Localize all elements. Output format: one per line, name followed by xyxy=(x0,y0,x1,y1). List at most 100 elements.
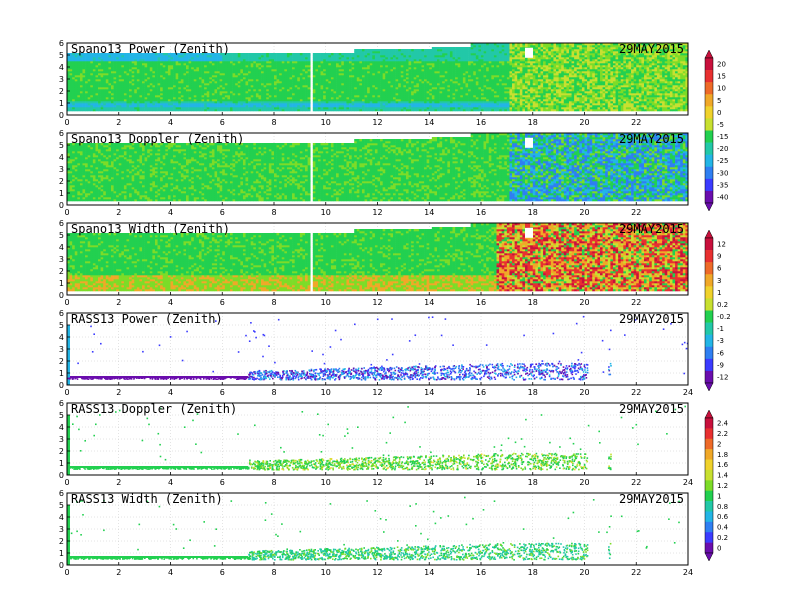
cell xyxy=(181,61,184,63)
cell xyxy=(70,109,73,111)
cell xyxy=(282,71,285,73)
cell xyxy=(269,99,272,101)
cell xyxy=(121,71,124,73)
cell xyxy=(132,75,135,77)
cell xyxy=(385,57,388,59)
cell xyxy=(165,67,168,69)
cell xyxy=(323,99,326,101)
cell xyxy=(458,95,461,97)
cell xyxy=(346,85,349,87)
cell xyxy=(121,103,124,105)
cell xyxy=(344,69,347,71)
cell xyxy=(222,97,225,99)
cell xyxy=(326,71,329,73)
cell xyxy=(321,91,324,93)
cell xyxy=(318,107,321,109)
cell xyxy=(103,75,106,77)
cell xyxy=(440,69,443,71)
cell xyxy=(150,69,153,71)
cell xyxy=(173,95,176,97)
cell xyxy=(489,107,492,109)
cell xyxy=(372,73,375,75)
cell xyxy=(375,71,378,73)
cell xyxy=(414,57,417,59)
cell xyxy=(455,65,458,67)
cell xyxy=(484,95,487,97)
cell xyxy=(134,107,137,109)
cell xyxy=(491,103,494,105)
cell xyxy=(269,87,272,89)
cell xyxy=(88,107,91,109)
cell xyxy=(217,99,220,101)
cell xyxy=(207,69,210,71)
cell xyxy=(375,51,378,53)
cell xyxy=(375,53,378,55)
cell xyxy=(313,75,316,77)
cell xyxy=(421,67,424,69)
cell xyxy=(414,67,417,69)
cell xyxy=(318,87,321,89)
cell xyxy=(481,75,484,77)
cell xyxy=(209,67,212,69)
cell xyxy=(194,59,197,61)
cell xyxy=(145,105,148,107)
cell xyxy=(447,73,450,75)
cell xyxy=(313,77,316,79)
cell xyxy=(427,53,430,55)
cell xyxy=(287,65,290,67)
cell xyxy=(481,71,484,73)
cell xyxy=(403,69,406,71)
cell xyxy=(243,55,246,57)
cell xyxy=(238,97,241,99)
cell xyxy=(313,83,316,85)
cell xyxy=(124,97,127,99)
cell xyxy=(476,91,479,93)
cell xyxy=(421,79,424,81)
cell xyxy=(383,65,386,67)
cell xyxy=(421,97,424,99)
cell xyxy=(134,57,137,59)
cell xyxy=(484,67,487,69)
cell xyxy=(403,67,406,69)
cell xyxy=(414,77,417,79)
cell xyxy=(230,93,233,95)
cell xyxy=(83,105,86,107)
cell xyxy=(328,107,331,109)
cell xyxy=(103,83,106,85)
cell xyxy=(308,75,311,77)
cell xyxy=(238,103,241,105)
cell xyxy=(450,79,453,81)
cell xyxy=(453,65,456,67)
cell xyxy=(88,83,91,85)
cell xyxy=(90,95,93,97)
cell xyxy=(403,75,406,77)
cell xyxy=(75,91,78,93)
cell xyxy=(256,67,259,69)
cell xyxy=(266,85,269,87)
cell xyxy=(388,87,391,89)
cell xyxy=(465,97,468,99)
cell xyxy=(194,101,197,103)
cell xyxy=(297,69,300,71)
cell xyxy=(424,75,427,77)
cell xyxy=(258,53,261,55)
cell xyxy=(354,75,357,77)
cell xyxy=(403,73,406,75)
cell xyxy=(290,69,293,71)
cell xyxy=(274,81,277,83)
cell xyxy=(447,49,450,51)
cell xyxy=(225,95,228,97)
cell xyxy=(230,107,233,109)
cell xyxy=(75,73,78,75)
cell xyxy=(326,63,329,65)
cell xyxy=(339,69,342,71)
cell xyxy=(323,79,326,81)
cell xyxy=(183,85,186,87)
cell xyxy=(178,77,181,79)
cell xyxy=(372,95,375,97)
cell xyxy=(334,101,337,103)
cell xyxy=(396,79,399,81)
cell xyxy=(168,59,171,61)
cell xyxy=(427,71,430,73)
cell xyxy=(385,93,388,95)
